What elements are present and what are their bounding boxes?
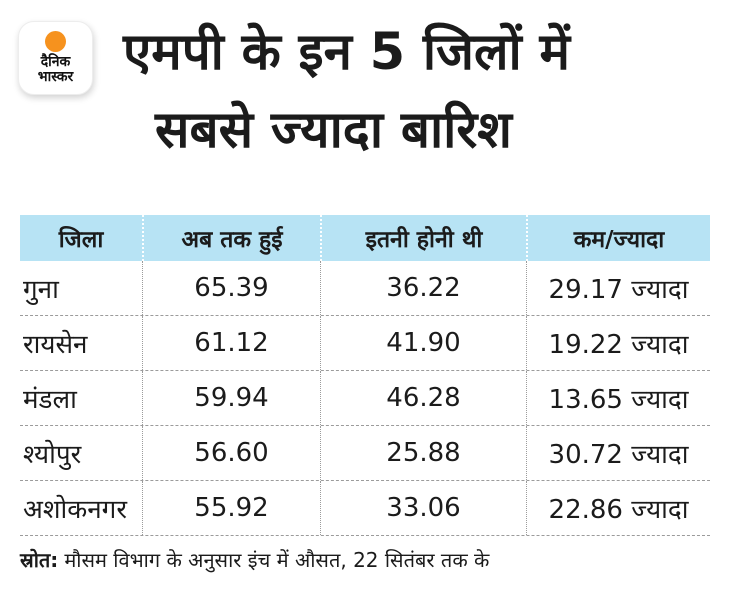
cell-district: मंडला bbox=[23, 385, 77, 415]
cell-expected: 33.06 bbox=[320, 481, 526, 535]
column-header-expected: इतनी होनी थी bbox=[320, 215, 526, 261]
cell-expected: 41.90 bbox=[320, 316, 526, 370]
table-row: गुना 65.39 36.22 29.17 ज्यादा bbox=[20, 261, 710, 316]
cell-diff: 22.86 ज्यादा bbox=[526, 481, 710, 535]
logo-text-line1: दैनिक bbox=[40, 53, 71, 70]
title-line1: एमपी के इन 5 जिलों में bbox=[123, 23, 570, 82]
cell-diff: 13.65 ज्यादा bbox=[526, 371, 710, 425]
cell-expected: 36.22 bbox=[320, 261, 526, 315]
table-header-row: जिला अब तक हुई इतनी होनी थी कम/ज्यादा bbox=[20, 215, 710, 261]
table-row: अशोकनगर 55.92 33.06 22.86 ज्यादा bbox=[20, 481, 710, 536]
cell-diff: 29.17 ज्यादा bbox=[526, 261, 710, 315]
table-row: श्योपुर 56.60 25.88 30.72 ज्यादा bbox=[20, 426, 710, 481]
column-header-district: जिला bbox=[58, 227, 104, 253]
title-line2: सबसे ज्यादा बारिश bbox=[155, 101, 512, 160]
table-row: रायसेन 61.12 41.90 19.22 ज्यादा bbox=[20, 316, 710, 371]
cell-actual: 59.94 bbox=[142, 371, 320, 425]
source-text: मौसम विभाग के अनुसार इंच में औसत, 22 सित… bbox=[64, 548, 490, 572]
cell-district: अशोकनगर bbox=[23, 495, 127, 525]
source-label: स्रोत: bbox=[20, 548, 59, 572]
column-header-actual: अब तक हुई bbox=[142, 215, 320, 261]
cell-diff: 19.22 ज्यादा bbox=[526, 316, 710, 370]
cell-actual: 56.60 bbox=[142, 426, 320, 480]
cell-district: श्योपुर bbox=[23, 440, 82, 470]
page-title: एमपी के इन 5 जिलों में सबसे ज्यादा बारिश bbox=[123, 14, 570, 170]
cell-diff: 30.72 ज्यादा bbox=[526, 426, 710, 480]
cell-actual: 61.12 bbox=[142, 316, 320, 370]
cell-actual: 65.39 bbox=[142, 261, 320, 315]
table-row: मंडला 59.94 46.28 13.65 ज्यादा bbox=[20, 371, 710, 426]
column-header-diff: कम/ज्यादा bbox=[526, 215, 710, 261]
rainfall-table: जिला अब तक हुई इतनी होनी थी कम/ज्यादा गु… bbox=[20, 215, 710, 536]
dainik-bhaskar-logo: दैनिक भास्कर bbox=[18, 21, 93, 95]
source-note: स्रोत: मौसम विभाग के अनुसार इंच में औसत, … bbox=[20, 546, 489, 573]
cell-district: रायसेन bbox=[23, 330, 88, 360]
cell-actual: 55.92 bbox=[142, 481, 320, 535]
logo-text-line2: भास्कर bbox=[37, 69, 74, 85]
cell-expected: 46.28 bbox=[320, 371, 526, 425]
sun-icon bbox=[45, 30, 66, 52]
cell-expected: 25.88 bbox=[320, 426, 526, 480]
cell-district: गुना bbox=[23, 275, 59, 305]
